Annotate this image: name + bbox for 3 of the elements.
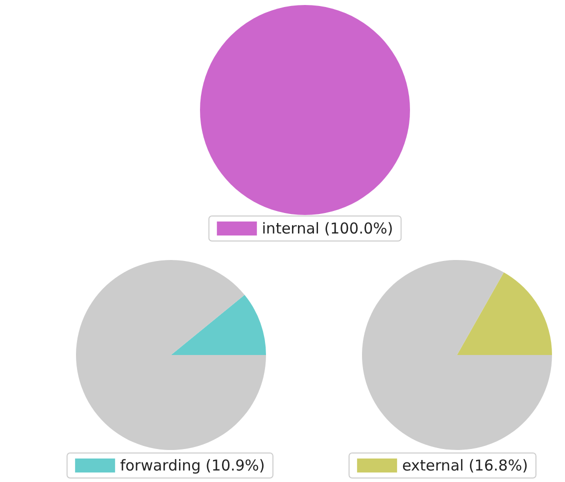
legend-label: internal (100.0%) xyxy=(262,220,394,238)
legend-label: external (16.8%) xyxy=(402,456,528,474)
legend-label: forwarding (10.9%) xyxy=(120,456,265,474)
